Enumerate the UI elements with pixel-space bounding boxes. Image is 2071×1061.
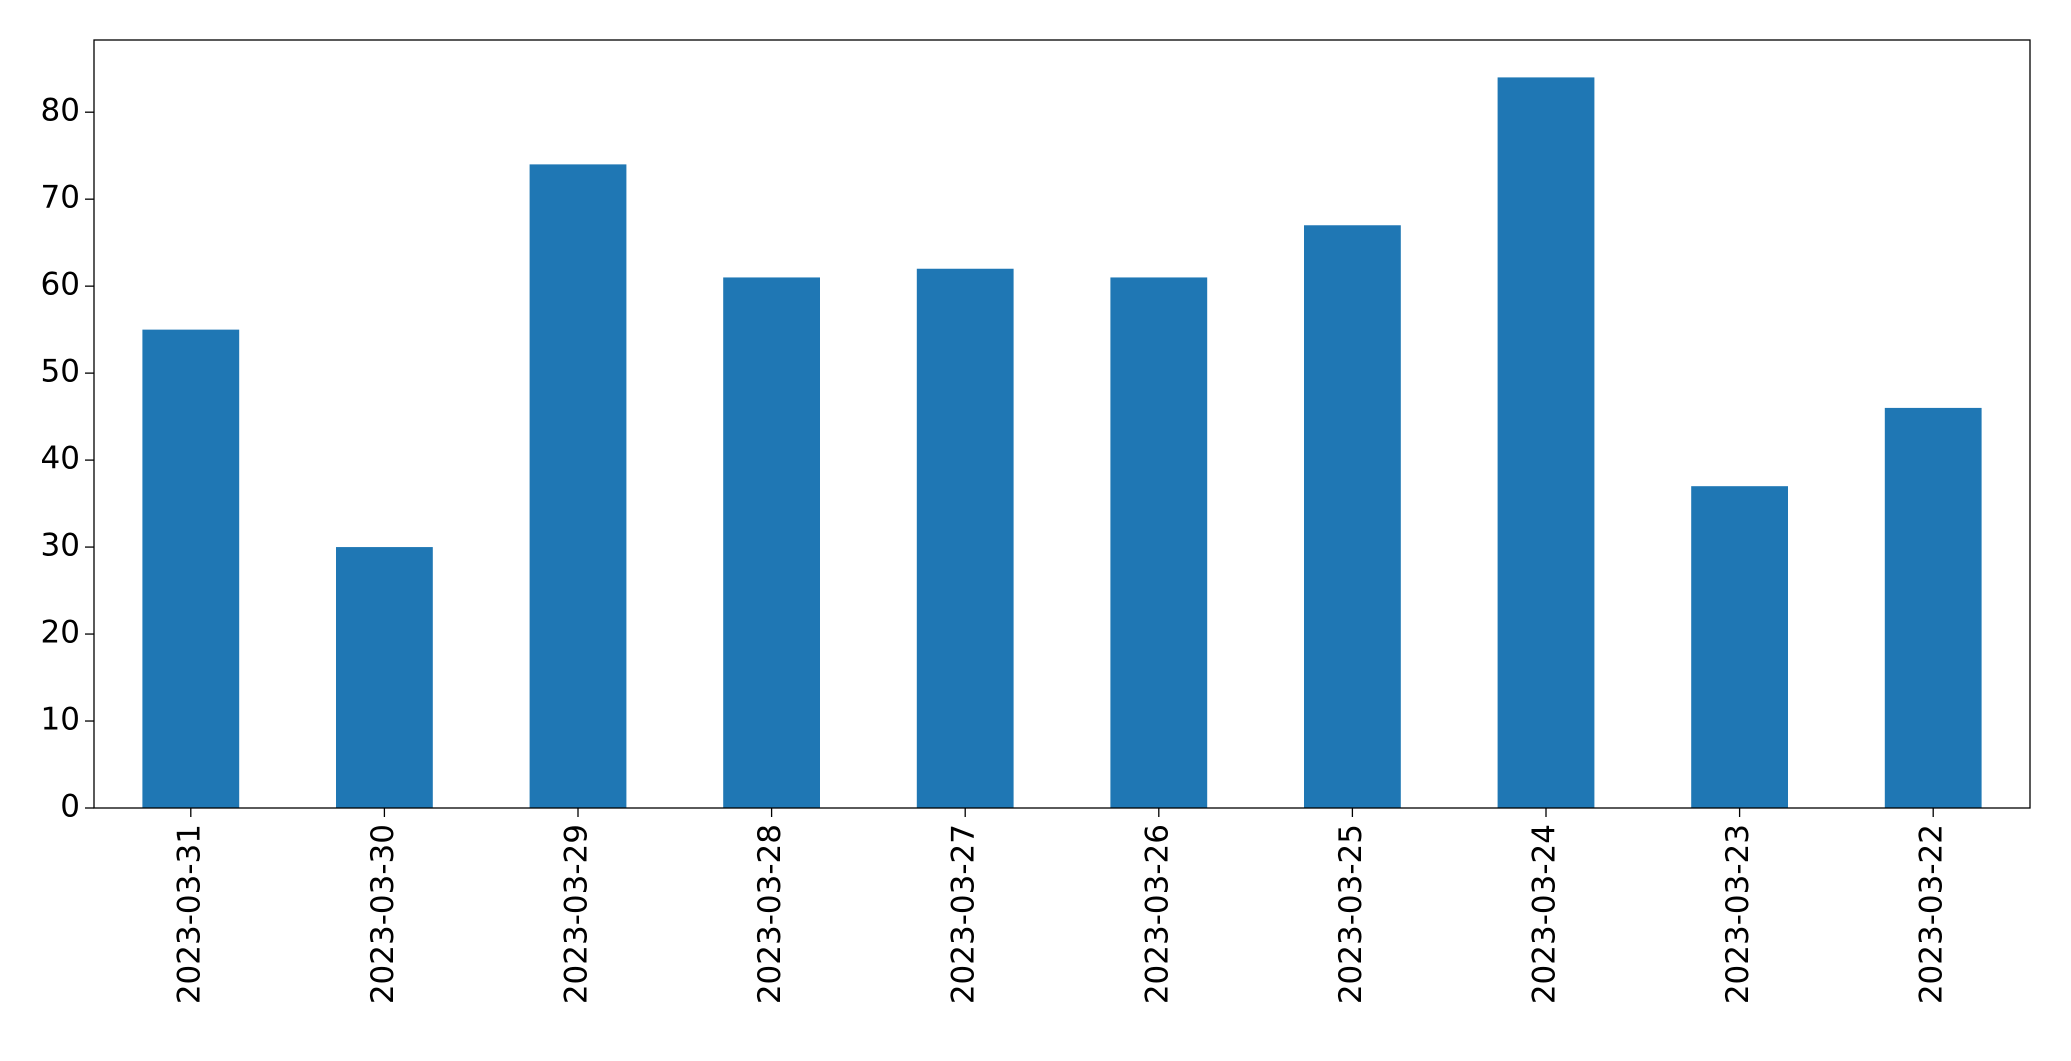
bar: [1110, 277, 1208, 808]
y-tick-label: 30: [41, 528, 80, 564]
x-tick-label: 2023-03-23: [1720, 824, 1756, 1004]
bar: [336, 547, 433, 808]
bar: [916, 268, 1014, 809]
bar: [142, 329, 240, 808]
y-tick-label: 50: [41, 354, 80, 390]
x-tick-label: 2023-03-30: [365, 824, 401, 1004]
plot-frame: [93, 39, 2031, 809]
bar: [1884, 407, 1982, 808]
y-tick-label: 80: [41, 93, 80, 129]
y-tick-label: 70: [41, 180, 80, 216]
x-tick-label: 2023-03-28: [752, 824, 788, 1004]
y-tick-label: 60: [41, 267, 80, 303]
y-tick-label: 20: [41, 615, 80, 651]
y-tick-label: 40: [41, 441, 80, 477]
x-tick-label: 2023-03-24: [1527, 824, 1563, 1004]
x-tick-label: 2023-03-31: [171, 824, 207, 1004]
bar: [1691, 486, 1788, 808]
y-tick-label: 10: [41, 702, 80, 738]
bar: [1497, 77, 1595, 808]
x-tick-label: 2023-03-22: [1914, 824, 1950, 1004]
x-tick-label: 2023-03-27: [946, 824, 982, 1004]
bar: [529, 164, 627, 809]
bar: [723, 277, 820, 808]
y-tick-label: 0: [60, 789, 80, 825]
bar: [1304, 225, 1401, 808]
x-tick-label: 2023-03-26: [1139, 824, 1175, 1004]
x-tick-label: 2023-03-25: [1333, 824, 1369, 1004]
x-tick-label: 2023-03-29: [559, 824, 595, 1004]
